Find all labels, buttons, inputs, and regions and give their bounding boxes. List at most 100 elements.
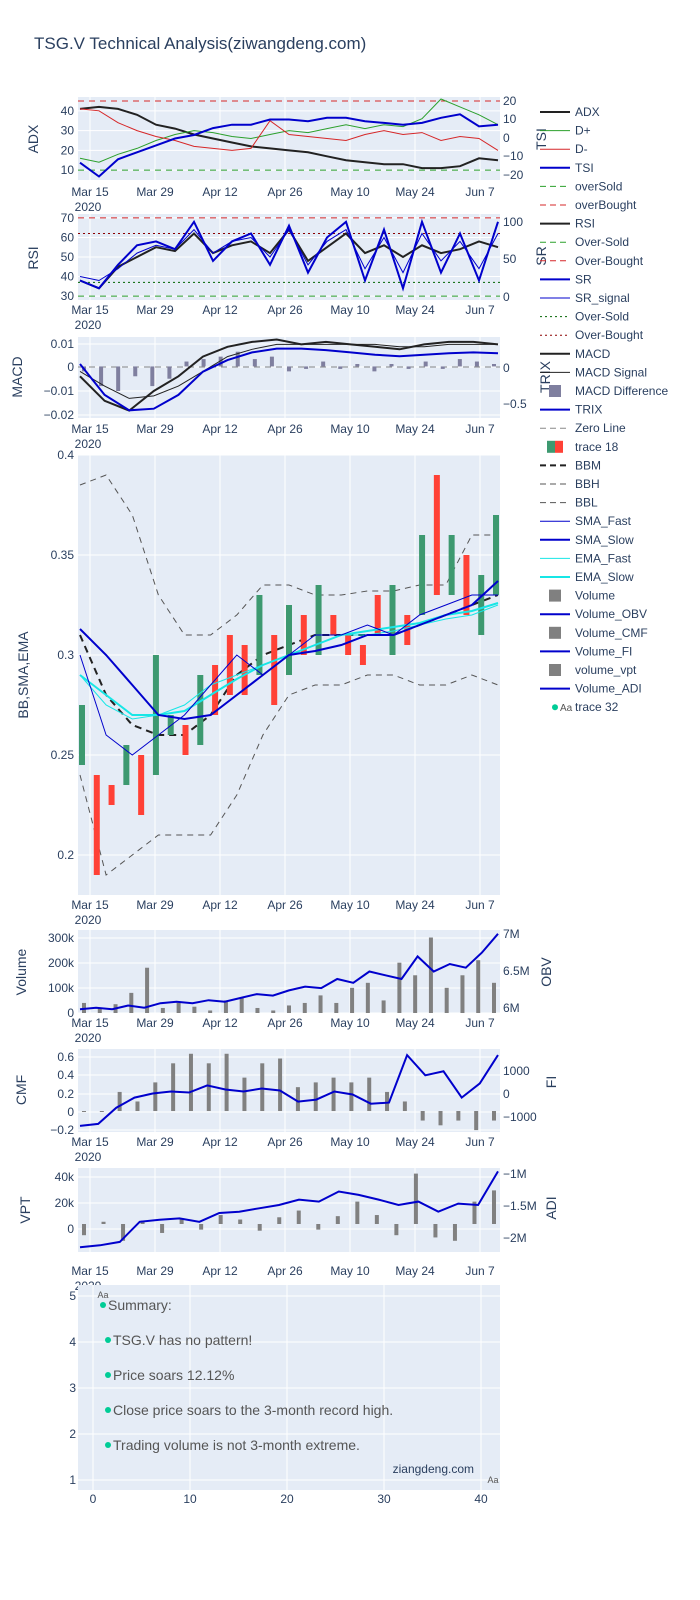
trix-y2-tick: −0.5 (503, 397, 527, 411)
rsi-x-tick: Mar 29 (136, 303, 174, 317)
summary-text: TSG.V has no pattern! (113, 1332, 252, 1348)
legend-item: BBM (575, 458, 601, 472)
rsi-x-tick: Apr 12 (202, 303, 238, 317)
cmf-x-tick: May 24 (395, 1135, 435, 1149)
legend-item: Volume_FI (575, 644, 632, 658)
legend-item: ADX (575, 105, 600, 119)
adx-x-year: 2020 (75, 200, 102, 214)
dminus-line (79, 108, 499, 151)
summary-y-tick: 3 (69, 1381, 76, 1395)
cmf-bar (456, 1111, 461, 1121)
cmf-bar (171, 1063, 176, 1112)
trix-y2-tick: 0 (503, 361, 510, 375)
volume-x-tick: May 10 (330, 1016, 370, 1030)
candle (374, 595, 381, 635)
fi-axis-title: FI (543, 1076, 559, 1088)
bb-x-tick: Jun 7 (465, 898, 495, 912)
macd-x-year: 2020 (75, 437, 102, 451)
summary-marker (105, 1337, 111, 1343)
adx-y-tick: 30 (61, 124, 75, 138)
cmf-y-tick: −0.2 (50, 1123, 74, 1137)
adx-x-tick: Mar 15 (71, 185, 109, 199)
obv-line (79, 933, 499, 1011)
bb-x-tick: Apr 26 (267, 898, 303, 912)
volume-bar (129, 992, 134, 1013)
tsi-y2-tick: 20 (503, 94, 517, 108)
rsi-y-tick: 70 (61, 211, 75, 225)
legend-item: TRIX (575, 403, 602, 417)
adx-x-tick: Mar 29 (136, 185, 174, 199)
cmf-bar (367, 1077, 372, 1112)
candle (419, 535, 426, 615)
macd-difference-bar (133, 366, 138, 377)
summary-x-tick: 20 (280, 1492, 294, 1506)
legend-swatch (549, 664, 561, 676)
volume-x-tick: Apr 26 (267, 1016, 303, 1030)
candle (226, 635, 233, 695)
legend-item: MACD Signal (575, 365, 647, 379)
candle (79, 705, 85, 765)
volume-bar (97, 1007, 102, 1013)
vpt-y-tick: 40k (55, 1170, 75, 1184)
macd-y-tick: −0.02 (44, 408, 75, 422)
adx-y-tick: 40 (61, 104, 75, 118)
obv-axis-title: OBV (538, 957, 554, 987)
legend-item: SR (575, 272, 592, 286)
summary-credit: ziangdeng.com (393, 1462, 474, 1476)
macd-difference-bar (355, 364, 360, 367)
vpt-bar (374, 1215, 379, 1224)
vpt-x-tick: Jun 7 (465, 1264, 495, 1278)
adi-axis-title: ADI (543, 1196, 559, 1219)
cmf-bar (82, 1111, 86, 1113)
fi-y2-tick: 1000 (503, 1064, 530, 1078)
summary-text: Trading volume is not 3-month extreme. (113, 1437, 360, 1453)
rsi-x-tick: Apr 26 (267, 303, 303, 317)
macd-line (79, 338, 499, 412)
rsi-x-tick: Mar 15 (71, 303, 109, 317)
cmf-bar (188, 1053, 193, 1112)
rsi-y-tick: 30 (61, 289, 75, 303)
bbl-line (79, 674, 499, 876)
cmf-bar (224, 1053, 229, 1112)
volume-bar (208, 1010, 213, 1013)
summary-corner-marker: Aa (487, 1475, 498, 1485)
tsi-line (79, 113, 499, 178)
volume-bar (492, 982, 496, 1013)
cmf-y-tick: 0.4 (57, 1068, 74, 1082)
tsi-y2-tick: −10 (503, 149, 524, 163)
tsi-axis-title: TSI (533, 128, 549, 150)
volume-bar (239, 997, 244, 1013)
legend-item: BBL (575, 496, 598, 510)
rsi-y-tick: 60 (61, 230, 75, 244)
summary-text: Price soars 12.12% (113, 1367, 234, 1383)
macd-difference-bar (287, 366, 291, 372)
volume-bar (476, 960, 481, 1013)
fi-y2-tick: 0 (503, 1087, 510, 1101)
cmf-bar (492, 1111, 496, 1121)
candle (463, 555, 470, 615)
adx-x-tick: May 10 (330, 185, 370, 199)
volume-bar (302, 1002, 307, 1013)
legend-item: D- (575, 142, 588, 156)
sma-slow-line (79, 580, 499, 721)
macd-difference-bar (235, 351, 240, 367)
legend-item: MACD Difference (575, 384, 668, 398)
summary-y-tick: 4 (69, 1335, 76, 1349)
bb-y-tick: 0.4 (57, 448, 74, 462)
rsi-axis-title: RSI (25, 246, 41, 269)
legend-item: SMA_Fast (575, 514, 632, 528)
macd-axis-title: MACD (9, 356, 25, 397)
cmf-bar (420, 1111, 425, 1121)
volume-bar (413, 975, 418, 1013)
volume-bar (365, 982, 370, 1013)
cmf-bar (260, 1063, 265, 1112)
adx-x-tick: Jun 7 (465, 185, 495, 199)
vpt-bar (101, 1221, 106, 1224)
obv-y2-tick: 6M (503, 1001, 520, 1015)
vpt-y-tick: 20k (55, 1196, 75, 1210)
vpt-bar (179, 1218, 184, 1224)
cmf-x-tick: Mar 15 (71, 1135, 109, 1149)
legend-item: MACD (575, 347, 611, 361)
rsi-x-tick: Jun 7 (465, 303, 495, 317)
